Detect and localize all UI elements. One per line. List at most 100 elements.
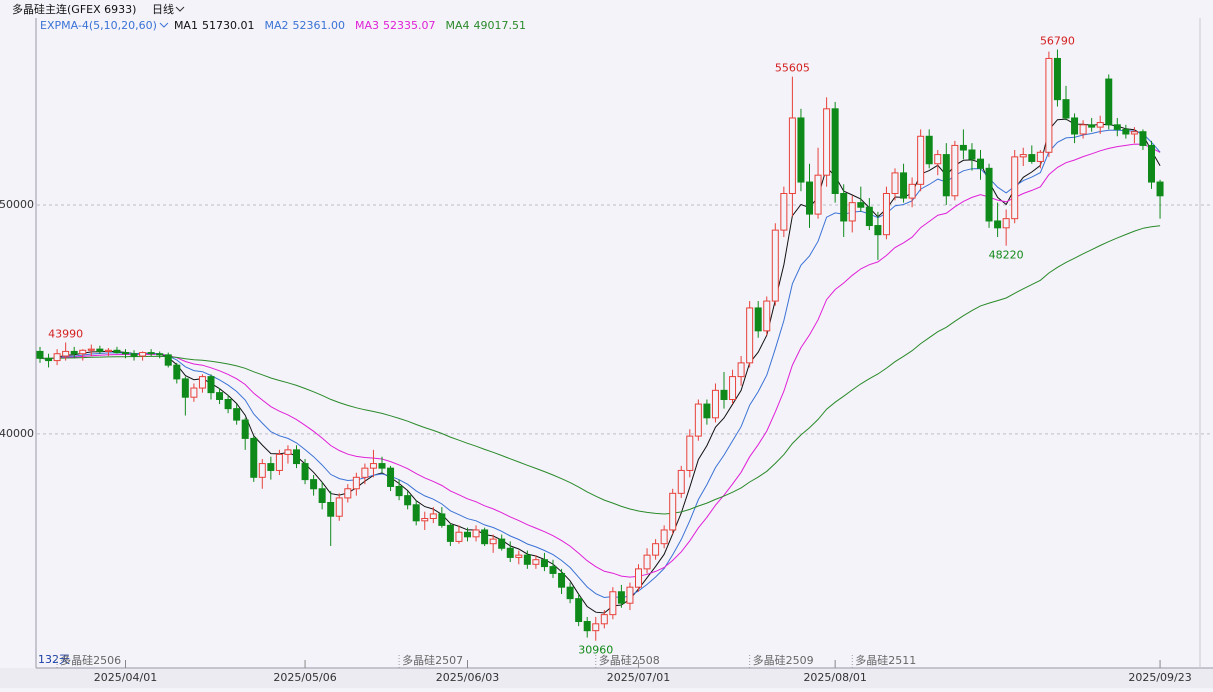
candle-body <box>523 554 531 565</box>
candle-body <box>737 362 745 378</box>
candle-body <box>934 154 942 165</box>
x-tick-label: 2025/08/01 <box>803 671 866 684</box>
candle-body <box>600 614 608 625</box>
candle-body <box>1071 117 1079 135</box>
candle-body <box>421 518 429 522</box>
candle-body <box>1088 124 1096 128</box>
candle-body <box>190 387 198 398</box>
x-tick-label: 2025/09/23 <box>1128 671 1191 684</box>
candle-body <box>951 144 959 197</box>
candle-body <box>438 513 446 526</box>
candle-body <box>404 495 412 506</box>
candle-body <box>575 598 583 623</box>
candle-body <box>1011 156 1019 220</box>
x-tick-label: 2025/07/01 <box>607 671 670 684</box>
legend-name: MA4 <box>445 19 469 32</box>
legend-name: MA2 <box>264 19 288 32</box>
candle-body <box>446 524 454 542</box>
candle-body <box>181 378 189 398</box>
candle-body <box>900 172 908 199</box>
candle-body <box>233 408 241 421</box>
candle-body <box>1113 124 1121 130</box>
indicator-name[interactable]: EXPMA-4(5,10,20,60) <box>40 19 157 32</box>
candle-body <box>464 531 471 538</box>
candle-body <box>250 437 258 478</box>
contract-label: 多晶硅2509 <box>753 653 814 667</box>
x-axis-strip <box>0 668 1213 688</box>
candle-body <box>549 566 557 574</box>
candle-body <box>241 419 249 439</box>
candle-body <box>1148 144 1155 183</box>
extreme-label: 48220 <box>989 249 1024 262</box>
candle-body <box>968 149 976 160</box>
candle-body <box>583 621 591 632</box>
contract-label: 多晶硅2511 <box>855 653 916 667</box>
candle-body <box>925 135 933 165</box>
candle-body <box>361 467 369 478</box>
y-tick-label: 50000 <box>0 198 34 211</box>
legend-value: 52361.00 <box>292 19 345 32</box>
candle-body <box>258 463 266 478</box>
candle-body <box>310 479 318 490</box>
count-label: 132天 <box>38 653 70 666</box>
period-selector[interactable]: 日线 <box>152 2 174 16</box>
candle-body <box>977 158 984 169</box>
x-tick-label: 2025/05/06 <box>273 671 336 684</box>
candle-body <box>660 529 668 545</box>
candle-body <box>327 501 335 517</box>
candle-body <box>1036 151 1044 162</box>
legend-value: 52335.07 <box>383 19 436 32</box>
candle-body <box>122 352 129 355</box>
candle-body <box>720 389 728 400</box>
candle-body <box>36 350 44 359</box>
candle-body <box>643 554 651 570</box>
candle-body <box>87 348 95 351</box>
candle-body <box>198 376 206 389</box>
candle-body <box>429 513 437 520</box>
candle-body <box>506 547 514 558</box>
candle-body <box>917 135 925 185</box>
candle-body <box>780 192 788 231</box>
candle-body <box>1079 124 1087 135</box>
candle-body <box>729 376 737 400</box>
candle-body <box>301 463 309 481</box>
legend-name: MA1 <box>174 19 198 32</box>
dropdown-icon[interactable] <box>175 6 185 12</box>
candle-body <box>70 350 78 355</box>
candle-body <box>224 398 232 410</box>
candle-body <box>908 183 916 199</box>
candle-body <box>53 353 61 362</box>
candle-body <box>669 492 677 531</box>
candle-body <box>387 467 395 487</box>
legend-value: 49017.51 <box>474 19 527 32</box>
candle-body <box>515 554 523 558</box>
candle-body <box>1130 131 1138 135</box>
candle-body <box>532 559 540 565</box>
candle-body <box>378 463 386 469</box>
candle-body <box>113 349 121 354</box>
candle-body <box>335 497 343 517</box>
candle-body <box>173 364 181 380</box>
candle-body <box>652 543 660 556</box>
candle-body <box>164 354 172 366</box>
candle-body <box>45 357 53 362</box>
candle-body <box>959 144 967 151</box>
candle-body <box>1122 128 1130 135</box>
x-tick-label: 2025/06/03 <box>436 671 499 684</box>
candle-body <box>1156 181 1164 197</box>
dropdown-icon[interactable] <box>159 22 169 28</box>
candle-body <box>96 348 104 352</box>
ma-line <box>39 118 1161 614</box>
candle-body <box>626 586 634 604</box>
contract-label: 多晶硅2507 <box>402 653 463 667</box>
candle-body <box>763 300 771 332</box>
candle-body <box>865 206 873 227</box>
candle-body <box>344 488 352 499</box>
x-tick-label: 2025/04/01 <box>94 671 157 684</box>
candle-body <box>891 172 899 194</box>
legend-name: MA3 <box>355 19 379 32</box>
candle-body <box>857 202 865 208</box>
candle-body <box>369 463 377 469</box>
